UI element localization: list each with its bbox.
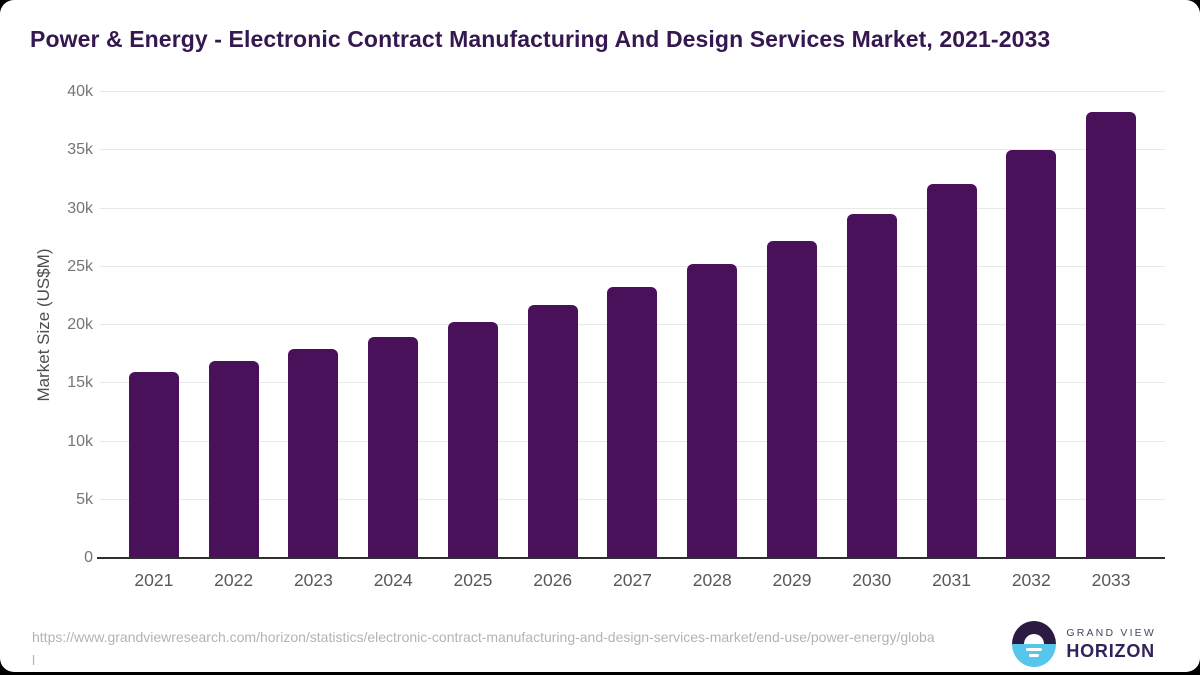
brand-name-horizon: HORIZON	[1066, 640, 1155, 661]
bar-chart: 0 5k 10k 15k 20k 25k 30k 35k 40k 2021 2022 2023 202…	[67, 83, 1165, 590]
bar-slot	[752, 92, 832, 558]
x-axis-line	[97, 557, 1165, 559]
y-tick-label: 40k	[67, 83, 93, 100]
x-tick-label: 2033	[1091, 570, 1131, 590]
bar-2027	[607, 287, 658, 558]
bar-slot	[274, 92, 354, 558]
bar-slot	[114, 92, 194, 558]
y-tick-label: 15k	[67, 374, 93, 392]
y-tick-label: 25k	[67, 257, 93, 275]
x-tick-label: 2021	[134, 570, 174, 590]
x-tick-label: 2029	[772, 570, 812, 590]
brand-text: GRAND VIEW HORIZON	[1066, 627, 1156, 662]
bar-2030	[846, 214, 897, 558]
bar-slot	[513, 92, 593, 558]
gridline	[100, 91, 1165, 92]
y-tick-labels: 0 5k 10k 15k 20k 25k 30k 35k 40k	[0, 83, 93, 566]
bar-2029	[767, 240, 817, 558]
x-tick-label: 2031	[932, 570, 971, 590]
source-url: https://www.grandviewresearch.com/horizo…	[32, 629, 935, 668]
bar-slot	[672, 92, 752, 558]
bar-2031	[926, 184, 977, 558]
icon-reflection-line-1	[1026, 648, 1043, 651]
y-tick-label: 35k	[67, 141, 93, 159]
bar-slot	[593, 92, 673, 558]
y-tick-label: 30k	[67, 199, 93, 217]
x-tick-label: 2028	[692, 570, 732, 590]
bars-container	[100, 92, 1165, 558]
bar-slot	[353, 92, 433, 558]
bar-2021	[128, 371, 179, 558]
gridline	[100, 265, 1165, 267]
x-tick-label: 2023	[293, 570, 333, 590]
bar-2032	[1006, 150, 1057, 558]
bar-slot	[991, 92, 1071, 558]
x-tick-label: 2022	[214, 570, 254, 590]
brand-name-grand-view: GRAND VIEW	[1066, 626, 1156, 639]
x-tick-label: 2032	[1011, 570, 1051, 590]
bar-2026	[527, 304, 578, 558]
bar-2024	[368, 336, 419, 558]
y-tick-label: 5k	[76, 490, 93, 508]
chart-title: Power & Energy - Electronic Contract Man…	[30, 26, 1051, 52]
x-tick-label: 2027	[613, 570, 652, 590]
x-tick-label: 2026	[533, 570, 573, 590]
brand-logo: GRAND VIEW HORIZON	[1012, 621, 1156, 667]
bar-slot	[832, 92, 912, 558]
bar-2022	[208, 361, 259, 558]
y-tick-label: 20k	[67, 316, 93, 333]
y-tick-label: 0	[84, 549, 93, 566]
horizon-sunset-icon	[1012, 621, 1057, 667]
x-tick-label: 2030	[852, 570, 892, 590]
bar-2025	[447, 321, 498, 558]
icon-sun-shape	[1024, 634, 1045, 644]
x-tick-labels: 2021 2022 2023 2024 2025 2026 2027 2028 2029 2030…	[100, 570, 1165, 591]
x-tick-label: 2025	[453, 570, 493, 590]
bar-2023	[288, 349, 339, 558]
bar-slot	[194, 92, 274, 558]
icon-reflection-line-2	[1029, 654, 1040, 657]
bar-slot	[912, 92, 992, 558]
y-tick-label: 10k	[67, 432, 93, 450]
x-tick-label: 2024	[373, 570, 413, 590]
gridline	[100, 207, 1165, 209]
bar-2028	[687, 264, 738, 558]
bar-slot	[1071, 92, 1151, 558]
bar-slot	[433, 92, 513, 558]
bar-2033	[1086, 111, 1137, 558]
icon-sky-half	[1012, 621, 1057, 644]
gridline	[100, 149, 1165, 151]
